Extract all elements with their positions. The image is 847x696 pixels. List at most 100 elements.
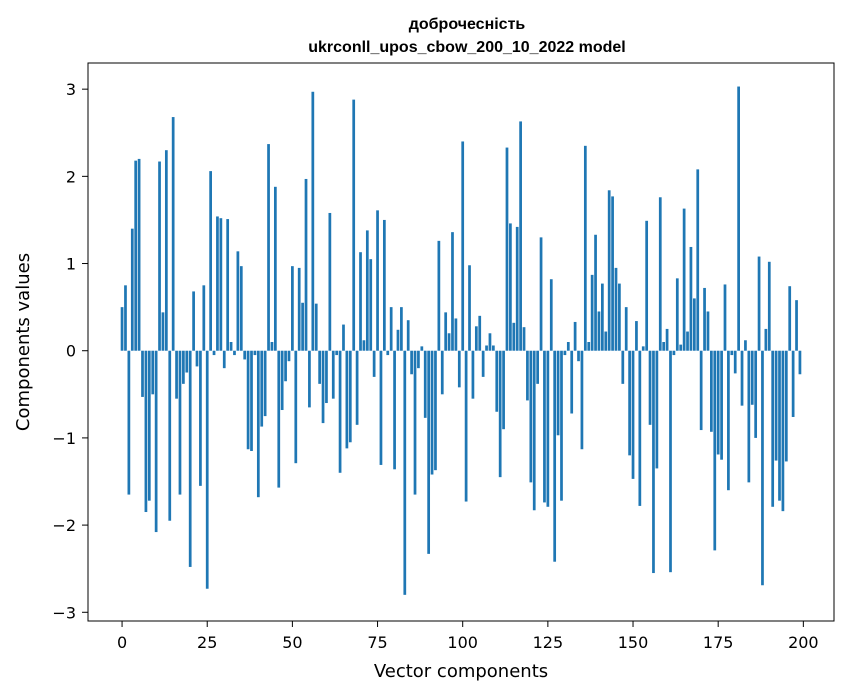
bar-95: [444, 312, 448, 351]
bar-13: [164, 150, 168, 351]
bar-35: [239, 266, 243, 351]
bar-131: [566, 342, 570, 351]
bar-159: [662, 342, 666, 351]
bar-105: [478, 315, 482, 351]
bar-167: [689, 246, 693, 351]
bar-6: [141, 350, 144, 397]
bar-144: [611, 196, 614, 351]
y-axis-ticks: −3 −2 −1 0 1 2 3: [52, 80, 88, 622]
bar-143: [607, 190, 611, 351]
bar-74: [372, 350, 376, 377]
y-tick-label: −2: [52, 516, 76, 535]
bar-87: [417, 350, 420, 369]
bar-103: [471, 350, 475, 399]
bar-52: [297, 267, 301, 351]
bar-73: [369, 259, 373, 351]
bar-41: [260, 350, 264, 427]
bar-115: [512, 322, 516, 351]
bar-188: [761, 350, 764, 586]
bar-110: [495, 350, 499, 412]
bar-37: [246, 350, 250, 450]
bar-88: [420, 346, 424, 351]
bar-197: [791, 350, 795, 417]
bar-147: [621, 350, 625, 384]
bar-100: [461, 141, 465, 351]
bar-78: [386, 350, 390, 356]
bar-32: [229, 342, 233, 351]
bar-19: [185, 350, 189, 373]
bar-55: [308, 350, 311, 408]
y-tick-label: −1: [52, 429, 76, 448]
bar-53: [301, 302, 304, 351]
bar-72: [365, 230, 369, 351]
bar-89: [423, 350, 427, 418]
bar-76: [379, 350, 383, 465]
bar-186: [754, 350, 758, 438]
bar-90: [427, 350, 431, 554]
bar-11: [158, 161, 161, 351]
bar-104: [474, 326, 478, 351]
bar-145: [614, 267, 618, 351]
bar-120: [529, 350, 533, 483]
bar-7: [144, 350, 148, 513]
bar-168: [692, 298, 696, 351]
x-axis-ticks: 0 25 50 75 100 125 150 175 200: [117, 621, 819, 652]
bar-112: [502, 350, 505, 430]
bar-116: [515, 226, 519, 351]
bar-20: [188, 350, 192, 567]
bar-40: [256, 350, 260, 498]
bar-42: [263, 350, 267, 417]
bar-181: [737, 86, 740, 351]
bar-107: [485, 345, 488, 351]
bar-196: [788, 286, 792, 351]
bar-119: [526, 350, 529, 401]
bar-150: [631, 350, 635, 479]
bar-67: [348, 350, 352, 443]
bar-49: [287, 350, 291, 362]
bar-34: [236, 251, 240, 351]
bar-9: [151, 350, 155, 395]
bar-27: [212, 350, 216, 356]
bar-38: [250, 350, 253, 451]
bar-189: [764, 328, 768, 351]
bar-18: [182, 350, 185, 384]
bar-71: [362, 340, 366, 351]
bar-169: [696, 169, 700, 351]
bar-92: [434, 350, 437, 471]
bar-125: [546, 350, 550, 507]
bar-148: [624, 307, 628, 351]
bar-4: [134, 160, 138, 351]
bar-122: [536, 350, 540, 384]
x-tick-label: 0: [117, 633, 127, 652]
bar-99: [457, 350, 461, 388]
bar-33: [233, 350, 236, 356]
bar-127: [553, 350, 557, 562]
bar-123: [539, 237, 543, 351]
chart-title-line-1: доброчесність: [409, 16, 526, 33]
bar-24: [202, 285, 206, 351]
bar-96: [447, 333, 451, 351]
bar-51: [294, 350, 298, 464]
bar-59: [321, 350, 325, 424]
bar-94: [440, 350, 444, 395]
bar-199: [798, 350, 802, 375]
bar-153: [641, 346, 645, 351]
bar-154: [645, 220, 649, 351]
bar-91: [430, 350, 434, 475]
bar-162: [672, 350, 676, 356]
bar-58: [318, 350, 321, 384]
bar-36: [243, 350, 247, 360]
bar-26: [209, 171, 212, 351]
bar-146: [618, 283, 621, 351]
bar-114: [509, 223, 512, 351]
bar-183: [744, 340, 747, 351]
bar-65: [342, 324, 345, 351]
bar-178: [727, 350, 730, 491]
bar-132: [570, 350, 574, 414]
bar-23: [199, 350, 202, 486]
bar-152: [638, 350, 642, 506]
bar-0: [120, 307, 124, 351]
bar-185: [750, 350, 754, 405]
bar-93: [437, 240, 441, 351]
bar-10: [154, 350, 158, 533]
